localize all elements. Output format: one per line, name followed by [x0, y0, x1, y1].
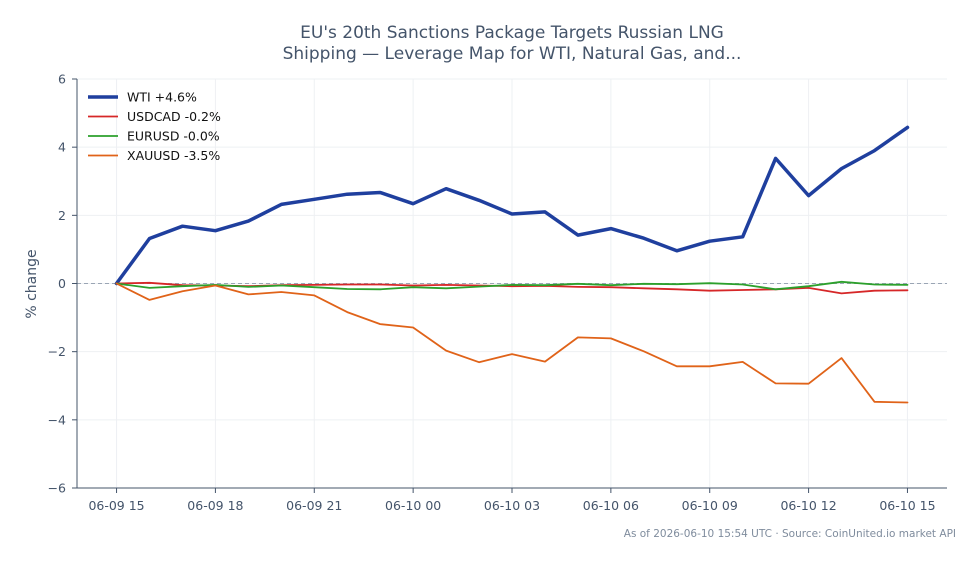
y-axis-ticks: 6 4 2 0 −2 −4 −6 — [48, 72, 77, 496]
x-axis-ticks: 06-09 15 06-09 18 06-09 21 06-10 00 06-10 03… — [88, 488, 936, 513]
x-tick-label: 06-10 12 — [780, 498, 836, 513]
chart-title-line-1: EU's 20th Sanctions Package Targets Russ… — [300, 23, 724, 43]
legend-label-0: WTI +4.6% — [127, 90, 197, 105]
chart-title-line-2: Shipping — Leverage Map for WTI, Natural… — [283, 44, 742, 64]
x-tick-label: 06-10 06 — [583, 498, 639, 513]
legend-label-1: USDCAD -0.2% — [127, 109, 221, 124]
x-tick-label: 06-10 15 — [879, 498, 935, 513]
series-line-3 — [115, 282, 909, 404]
legend-label-3: XAUUSD -3.5% — [127, 148, 220, 163]
y-tick-label: 6 — [58, 72, 66, 87]
y-tick-label: 2 — [58, 208, 66, 223]
x-tick-label: 06-10 03 — [484, 498, 540, 513]
x-tick-label: 06-10 09 — [682, 498, 738, 513]
series-line-0 — [114, 125, 910, 286]
y-tick-label: 0 — [58, 276, 66, 291]
x-tick-label: 06-09 15 — [88, 498, 144, 513]
legend-label-2: EURUSD -0.0% — [127, 129, 220, 144]
x-tick-label: 06-10 00 — [385, 498, 441, 513]
chart-title: EU's 20th Sanctions Package Targets Russ… — [283, 23, 742, 64]
series-line-2 — [115, 280, 909, 291]
x-tick-label: 06-09 21 — [286, 498, 342, 513]
y-tick-label: 4 — [58, 140, 66, 155]
y-tick-label: −6 — [48, 481, 66, 496]
legend: WTI +4.6% USDCAD -0.2% EURUSD -0.0% XAUUSD … — [88, 90, 221, 163]
x-tick-label: 06-09 18 — [187, 498, 243, 513]
y-tick-label: −2 — [48, 344, 66, 359]
y-axis-label: % change — [24, 249, 40, 318]
footer-source-note: As of 2026-06-10 15:54 UTC · Source: Coi… — [623, 528, 956, 540]
y-tick-label: −4 — [48, 412, 66, 427]
series-lines — [114, 125, 910, 404]
